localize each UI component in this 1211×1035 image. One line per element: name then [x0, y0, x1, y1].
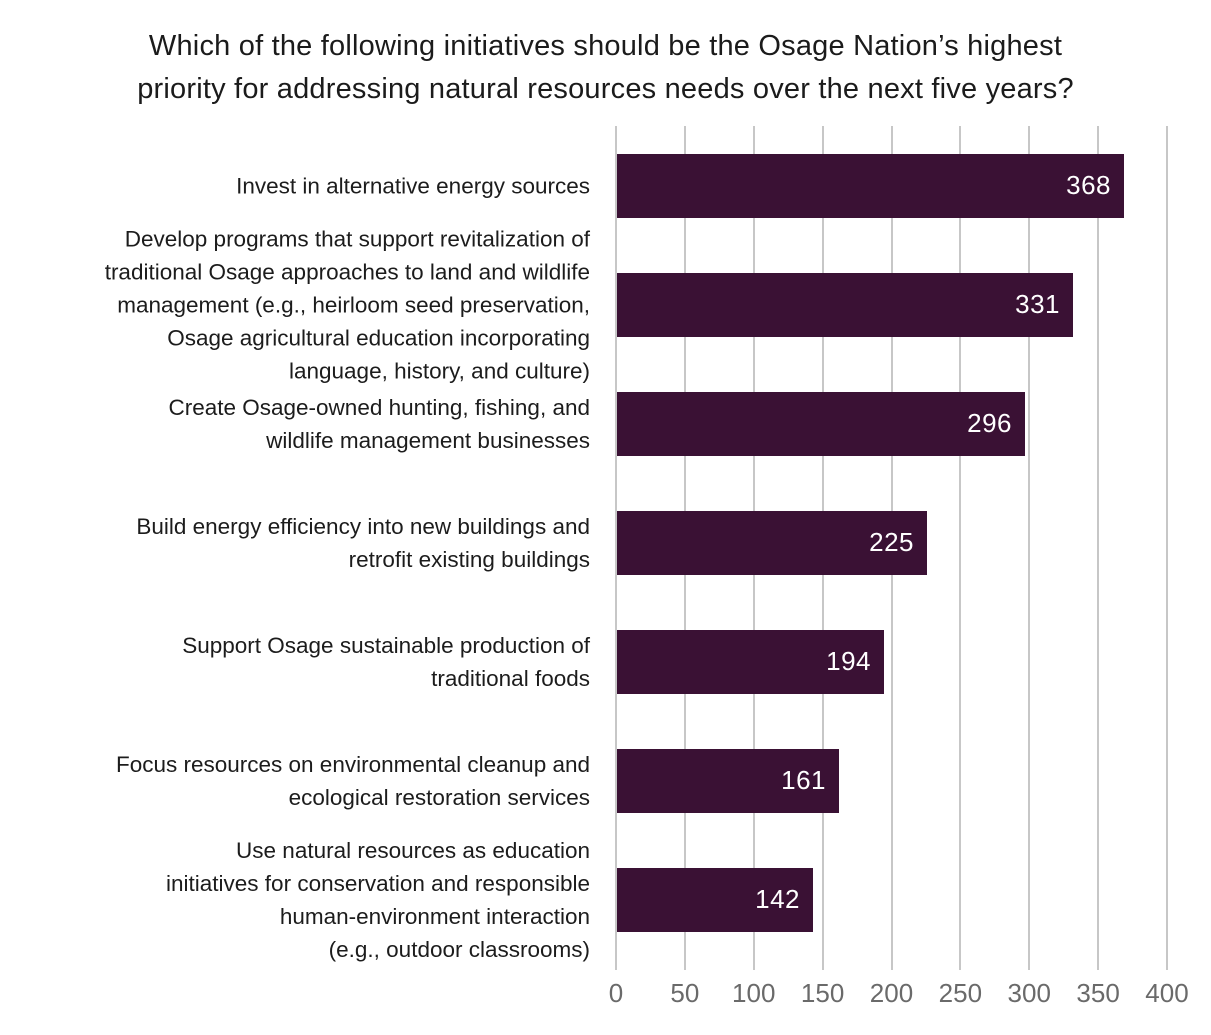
x-tick-label: 100	[732, 978, 776, 1008]
bar: 296	[617, 391, 1025, 456]
chart-title-line-1: Which of the following initiatives shoul…	[148, 30, 1063, 62]
category-label: Develop programs that support revitaliza…	[0, 222, 590, 387]
bar-value-label: 331	[1015, 289, 1060, 319]
bar: 331	[617, 272, 1073, 337]
category-label-line: retrofit existing buildings	[348, 546, 590, 572]
x-tick-label: 50	[670, 978, 700, 1008]
x-tick-label: 350	[1076, 978, 1120, 1008]
category-label: Use natural resources as education initia…	[0, 834, 590, 966]
category-label-line: Create Osage-owned hunting, fishing, and	[168, 394, 590, 420]
chart-title-line-2: priority for addressing natural resource…	[137, 73, 1074, 105]
x-tick-label: 150	[800, 978, 845, 1008]
category-label: Build energy efficiency into new buildin…	[0, 510, 590, 576]
category-label-line: Build energy efficiency into new buildin…	[136, 513, 590, 539]
x-tick-label: 300	[1007, 978, 1051, 1008]
category-label-line: Support Osage sustainable production of	[182, 632, 590, 658]
bar-value-label: 296	[967, 408, 1012, 438]
category-label: Create Osage-owned hunting, fishing, and…	[0, 391, 590, 457]
bar: 142	[617, 867, 813, 932]
chart-title: Which of the following initiatives shoul…	[0, 25, 1211, 111]
bar: 225	[617, 510, 927, 575]
category-label-line: Use natural resources as education	[236, 837, 590, 863]
category-label: Invest in alternative energy sources	[0, 169, 590, 202]
x-tick-label: 400	[1145, 978, 1189, 1008]
category-label-line: Osage agricultural education incorporati…	[167, 325, 590, 350]
bar-value-label: 194	[826, 646, 871, 676]
gridline	[1097, 126, 1100, 970]
category-label-line: traditional Osage approaches to land and…	[104, 259, 590, 284]
x-tick-label: 0	[608, 978, 624, 1008]
category-label: Support Osage sustainable production of t…	[0, 629, 590, 695]
category-label-line: ecological restoration services	[288, 784, 590, 810]
category-label-line: Invest in alternative energy sources	[236, 173, 590, 198]
gridline	[615, 126, 617, 970]
bar-value-label: 368	[1066, 170, 1111, 200]
category-label-line: (e.g., outdoor classrooms)	[328, 936, 590, 962]
bar-value-label: 142	[755, 884, 800, 914]
gridline	[959, 126, 962, 970]
x-tick-label: 200	[869, 978, 914, 1008]
bar-value-label: 161	[781, 765, 826, 795]
category-label-line: Develop programs that support revitaliza…	[124, 226, 590, 251]
bar: 161	[617, 748, 839, 813]
x-tick-label: 250	[938, 978, 983, 1008]
bar: 368	[617, 153, 1124, 218]
category-label-line: initiatives for conservation and respons…	[166, 870, 590, 896]
category-label-line: Focus resources on environmental cleanup…	[115, 751, 590, 777]
category-label-line: human-environment interaction	[279, 903, 590, 929]
gridline	[1028, 126, 1031, 970]
category-label-line: language, history, and culture)	[288, 358, 590, 383]
bar-value-label: 225	[869, 527, 914, 557]
gridline	[1166, 126, 1168, 970]
category-label-line: wildlife management businesses	[266, 427, 590, 453]
category-label-line: traditional foods	[431, 665, 590, 691]
bar: 194	[617, 629, 884, 694]
category-label-line: management (e.g., heirloom seed preserva…	[117, 292, 590, 317]
category-label: Focus resources on environmental cleanup…	[0, 748, 590, 814]
